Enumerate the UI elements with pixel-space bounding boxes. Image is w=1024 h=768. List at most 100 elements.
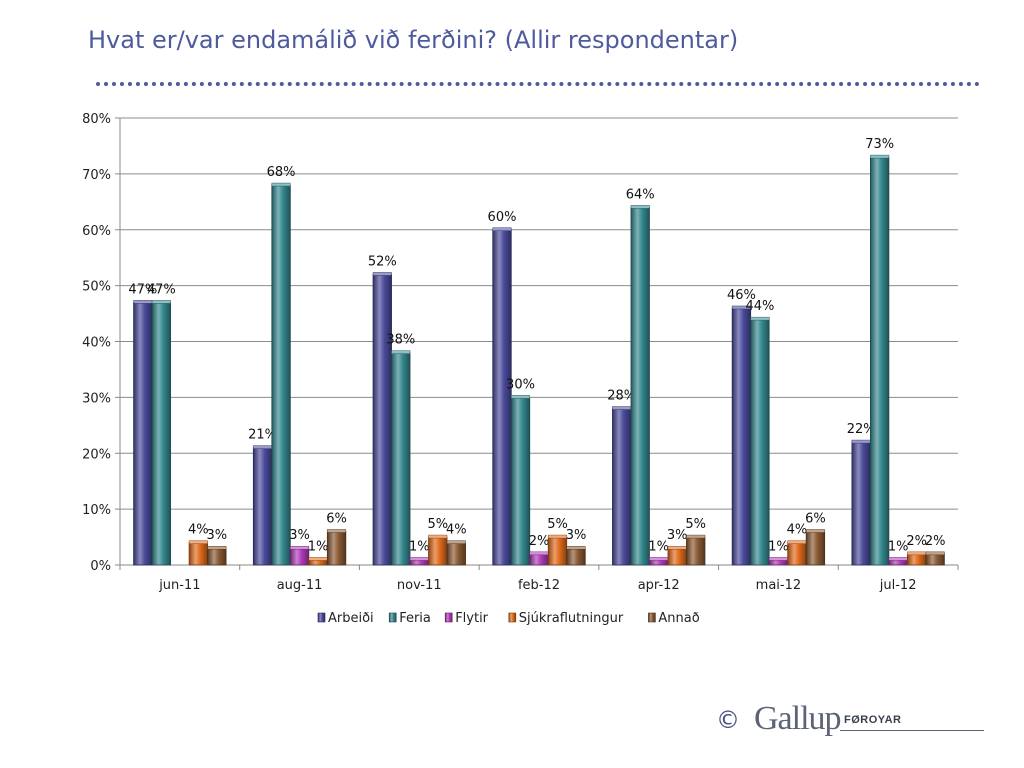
data-label: 2%	[529, 534, 550, 549]
bar-cap	[768, 557, 788, 561]
bar-cap	[787, 540, 807, 544]
y-tick-label: 80%	[82, 112, 111, 127]
x-tick-label: apr-12	[638, 578, 680, 593]
y-tick-label: 70%	[82, 168, 111, 183]
legend-swatch	[648, 612, 656, 623]
brand-underline	[840, 730, 984, 731]
bar-arbeiði	[133, 301, 153, 566]
legend-label: Annað	[658, 611, 699, 626]
bar-cap	[612, 406, 632, 410]
bar-arbeiði	[851, 441, 871, 566]
data-label: 4%	[787, 523, 808, 538]
legend-swatch	[444, 612, 453, 623]
x-tick-label: nov-11	[397, 578, 442, 593]
y-tick-label: 50%	[82, 280, 111, 295]
data-label: 5%	[547, 517, 568, 532]
bar-cap	[888, 557, 908, 561]
bar-arbeiði	[372, 274, 392, 566]
bar-cap	[907, 551, 927, 556]
gallup-logo: © Gallup FØROYAR	[716, 700, 996, 750]
bar-cap	[188, 540, 208, 544]
brand-name: Gallup	[754, 700, 842, 737]
bar-cap	[308, 557, 328, 561]
title-divider	[96, 82, 980, 86]
data-label: 60%	[488, 210, 517, 225]
bar-cap	[327, 529, 347, 533]
bar-arbeiði	[252, 447, 273, 566]
bar-cap	[731, 305, 751, 310]
bar-flytir	[529, 553, 549, 566]
legend-swatch	[388, 612, 397, 623]
x-tick-label: aug-11	[277, 578, 323, 593]
bar-feria	[271, 184, 291, 566]
data-label: 47%	[147, 282, 176, 297]
data-label: 5%	[427, 517, 448, 532]
data-label: 44%	[745, 299, 774, 314]
data-label: 2%	[925, 534, 946, 549]
data-label: 2%	[906, 534, 927, 549]
data-label: 73%	[865, 137, 894, 152]
y-tick-label: 10%	[82, 503, 111, 518]
bar-cap	[686, 534, 706, 539]
data-label: 4%	[446, 523, 467, 538]
x-tick-label: jun-11	[158, 578, 200, 593]
bar-cap	[511, 395, 530, 399]
data-label: 3%	[289, 528, 310, 543]
data-label: 6%	[326, 511, 347, 526]
bar-cap	[750, 316, 770, 321]
y-tick-label: 60%	[82, 224, 111, 239]
bar-arbeiði	[612, 408, 632, 566]
data-label: 1%	[308, 539, 329, 554]
bar-annað	[207, 547, 227, 566]
bar-cap	[207, 545, 227, 550]
bar-cap	[851, 439, 871, 444]
bar-sjúkraflutningur	[428, 536, 448, 566]
data-label: 3%	[566, 528, 587, 543]
bar-cap	[548, 534, 567, 539]
brand-subtitle: FØROYAR	[844, 714, 902, 726]
legend-swatch	[508, 612, 517, 623]
bar-feria	[869, 156, 890, 566]
bar-flytir	[289, 547, 310, 566]
y-tick-label: 0%	[90, 559, 111, 574]
x-tick-label: jul-12	[879, 578, 917, 593]
bar-sjúkraflutningur	[906, 553, 927, 566]
data-label: 52%	[368, 254, 397, 269]
data-label: 4%	[188, 523, 209, 538]
bar-annað	[326, 531, 347, 566]
data-label: 64%	[626, 187, 655, 202]
data-label: 1%	[648, 539, 669, 554]
bar-feria	[151, 301, 172, 566]
bar-cap	[667, 545, 687, 550]
legend-label: Sjúkraflutningur	[519, 611, 624, 626]
bar-cap	[271, 182, 291, 187]
legend-label: Arbeiði	[328, 611, 374, 626]
bar-annað	[925, 553, 945, 566]
x-tick-label: mai-12	[756, 578, 801, 593]
bar-chart: 0% 10% 20% 30% 40% 50% 60% 70% 80% jun-11 47%47% 4%…	[82, 112, 959, 626]
bar-cap	[492, 227, 512, 231]
bar-cap	[446, 540, 466, 544]
bar-arbeiði	[731, 307, 752, 566]
bar-cap	[391, 350, 411, 354]
data-label: 68%	[267, 165, 296, 180]
bar-feria	[510, 396, 531, 566]
bar-cap	[630, 205, 650, 209]
bar-sjúkraflutningur	[547, 536, 568, 566]
data-label: 21%	[248, 428, 277, 443]
bar-annað	[566, 547, 586, 566]
data-label: 30%	[506, 377, 535, 392]
page-title: Hvat er/var endamálið við ferðini? (Alli…	[88, 26, 739, 54]
bar-annað	[805, 531, 826, 566]
data-label: 3%	[667, 528, 688, 543]
bar-cap	[133, 300, 153, 304]
data-label: 1%	[768, 539, 789, 554]
copyright-symbol: ©	[716, 706, 740, 734]
data-label: 28%	[607, 389, 636, 404]
data-label: 38%	[386, 333, 415, 348]
bar-feria	[391, 352, 411, 566]
bar-cap	[649, 557, 669, 561]
bar-feria	[630, 206, 650, 566]
bar-cap	[290, 545, 310, 550]
bar-cap	[151, 300, 171, 304]
